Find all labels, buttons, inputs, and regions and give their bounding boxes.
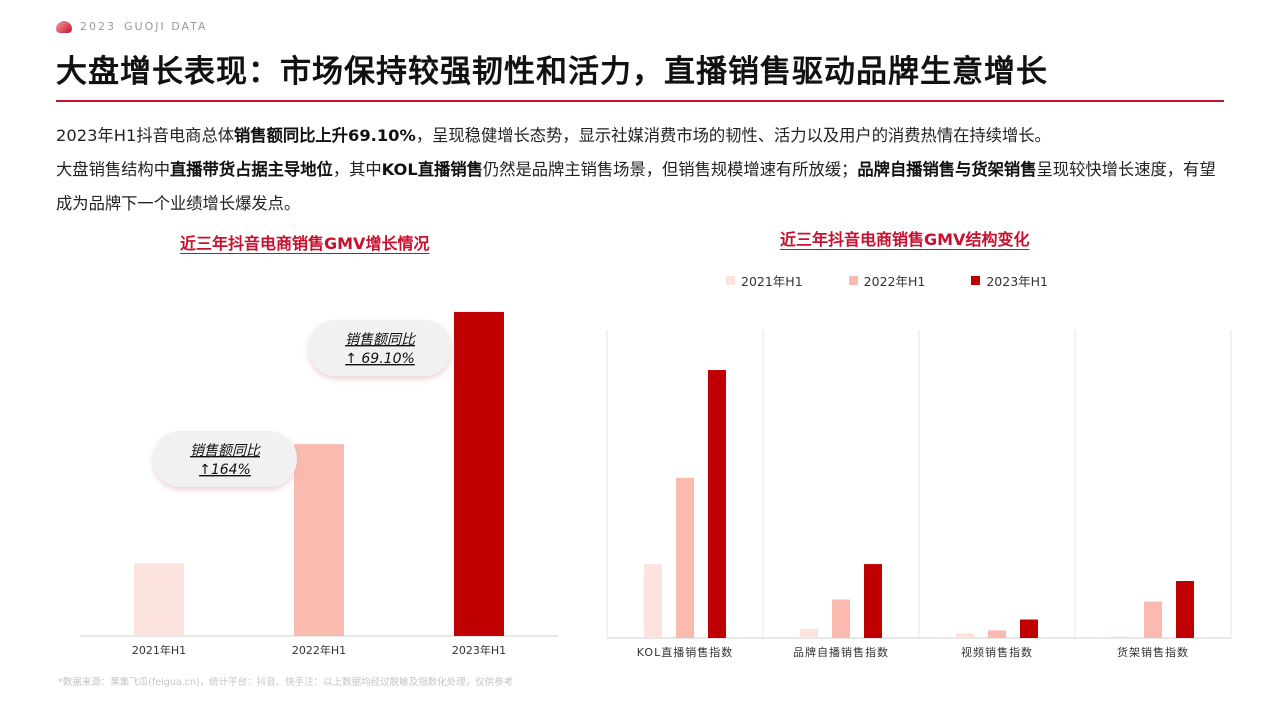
brand-year: 2023 xyxy=(80,20,116,33)
left-bar xyxy=(134,563,184,636)
summary-highlight: 直播带货占据主导地位 xyxy=(169,160,333,179)
right-grouped-bar-chart: KOL直播销售指数 品牌自播销售指数 视频销售指数 货架销售指数 xyxy=(606,330,1232,659)
legend-label: 2022年H1 xyxy=(863,274,926,289)
right-bar xyxy=(676,477,694,638)
brand-logo-icon xyxy=(56,20,72,33)
left-bar xyxy=(294,444,344,636)
legend-label: 2021年H1 xyxy=(741,274,803,289)
legend-swatch xyxy=(848,276,858,285)
right-bar xyxy=(864,564,882,638)
callout-bubble xyxy=(308,320,452,376)
left-x-tick-label: 2021年H1 xyxy=(132,643,186,657)
callout-value: ↑ 69.10% xyxy=(345,351,415,367)
right-x-tick-label: KOL直播销售指数 xyxy=(637,645,733,659)
right-bar xyxy=(1176,581,1194,638)
growth-callout: 销售额同比 ↑164% xyxy=(153,431,297,487)
summary-text: ，其中 xyxy=(332,160,382,179)
right-bar xyxy=(1112,636,1130,638)
footnote: *数据来源：果集飞瓜(feigua.cn)，统计平台：抖音、快手注：以上数据均经… xyxy=(58,677,514,688)
callout-value: ↑164% xyxy=(199,462,251,478)
right-bar xyxy=(644,564,662,638)
summary-highlight: 品牌自播销售与货架销售 xyxy=(857,160,1037,179)
page-title: 大盘增长表现：市场保持较强韧性和活力，直播销售驱动品牌生意增长 xyxy=(56,54,1048,90)
right-bar xyxy=(1144,601,1162,638)
summary-text: 2023年H1抖音电商总体 xyxy=(56,126,235,145)
left-bar xyxy=(454,311,504,636)
callout-label: 销售额同比 xyxy=(345,332,417,348)
right-bar xyxy=(988,630,1006,638)
summary-highlight: KOL直播销售 xyxy=(381,160,483,179)
left-chart-title: 近三年抖音电商销售GMV增长情况 xyxy=(180,234,430,253)
right-x-tick-label: 货架销售指数 xyxy=(1117,645,1189,659)
right-x-tick-label: 视频销售指数 xyxy=(961,645,1033,659)
summary-text: 大盘销售结构中 xyxy=(56,160,170,179)
callout-bubble xyxy=(153,431,297,487)
summary-highlight: 销售额同比上升69.10% xyxy=(234,126,416,145)
title-divider xyxy=(56,100,1224,102)
legend-item-2022: 2022年H1 xyxy=(848,271,926,290)
legend-swatch xyxy=(971,276,981,285)
legend-item-2023: 2023年H1 xyxy=(971,271,1048,290)
right-bar xyxy=(800,628,818,638)
summary-paragraph: 2023年H1抖音电商总体销售额同比上升69.10%，呈现稳健增长态势，显示社媒… xyxy=(56,119,1228,221)
right-chart-title: 近三年抖音电商销售GMV结构变化 xyxy=(780,230,1030,249)
right-bar xyxy=(832,599,850,638)
summary-text: 仍然是品牌主销售场景，但销售规模增速有所放缓； xyxy=(482,160,858,179)
brand-header: 2023 GUOJI DATA xyxy=(56,20,208,33)
right-x-tick-label: 品牌自播销售指数 xyxy=(793,645,889,659)
left-bar-chart: 2021年H1 2022年H1 2023年H1 销售额同比 ↑164% 销售额同比 ↑ 69… xyxy=(80,311,558,657)
summary-text: 呈现较快增长速度，有望成为品牌下一个业绩增长爆发点。 xyxy=(56,160,1216,213)
callout-label: 销售额同比 xyxy=(190,443,262,459)
summary-text: ，呈现稳健增长态势，显示社媒消费市场的韧性、活力以及用户的消费热情在持续增长。 xyxy=(415,126,1051,145)
legend-swatch xyxy=(726,276,735,285)
right-bar xyxy=(708,370,726,638)
legend-item-2021: 2021年H1 xyxy=(726,271,803,290)
brand-name: GUOJI DATA xyxy=(124,20,208,33)
right-bar xyxy=(1020,619,1038,638)
right-bar xyxy=(956,633,974,638)
growth-callout: 销售额同比 ↑ 69.10% xyxy=(308,320,452,376)
left-x-tick-label: 2022年H1 xyxy=(292,643,346,657)
right-chart-legend: 2021年H1 2022年H1 2023年H1 xyxy=(726,271,1048,290)
legend-label: 2023年H1 xyxy=(986,274,1049,289)
left-x-tick-label: 2023年H1 xyxy=(452,643,506,657)
